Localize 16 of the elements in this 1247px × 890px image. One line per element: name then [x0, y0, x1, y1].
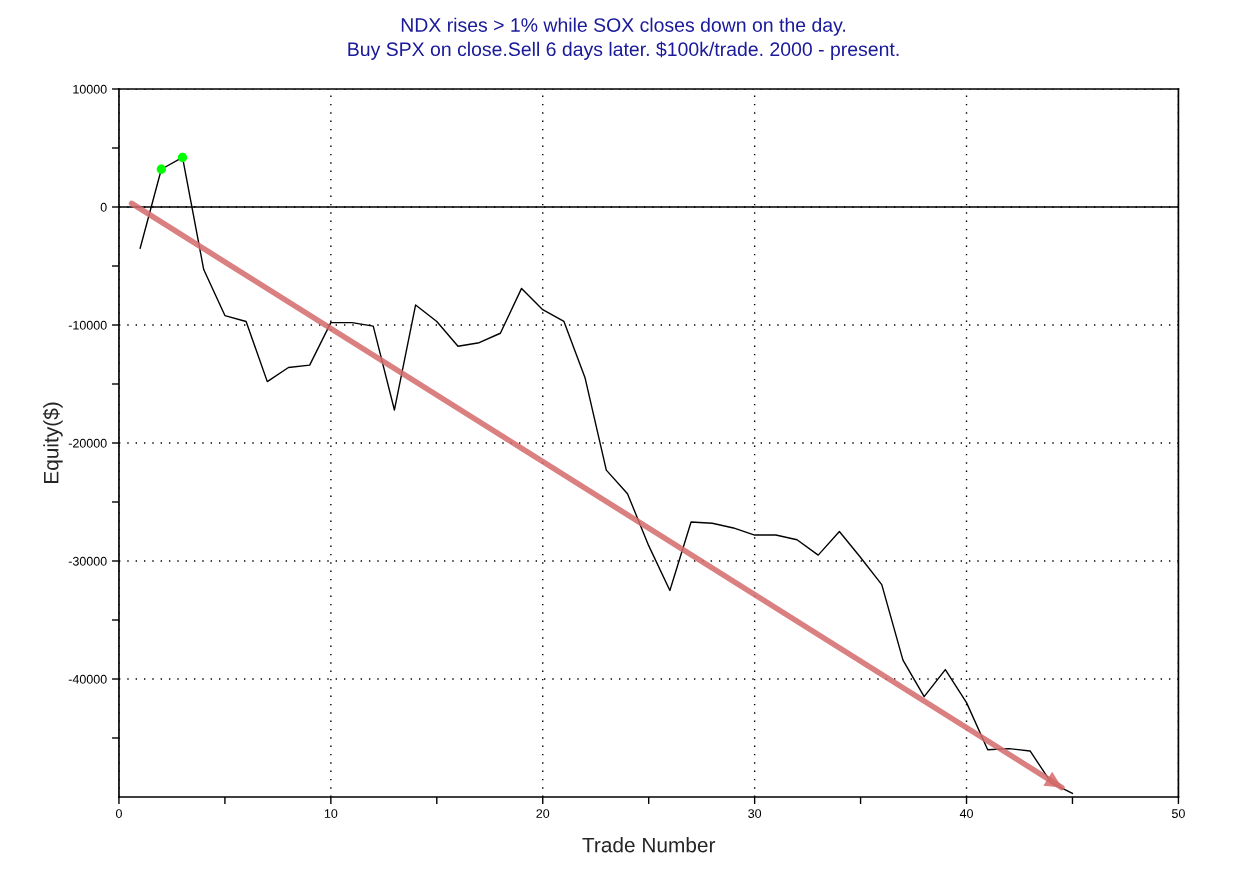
y-tick-label: -40000	[68, 674, 107, 684]
x-axis-title: Trade Number	[582, 837, 716, 853]
y-tick-label: -20000	[68, 438, 107, 448]
y-tick-label: -10000	[68, 320, 107, 330]
x-tick-label: 20	[536, 809, 550, 818]
y-tick-label: -30000	[68, 556, 107, 566]
x-tick-label: 50	[1171, 809, 1185, 818]
x-tick-label: 40	[959, 809, 973, 818]
chart-title: NDX rises > 1% while SOX closes down on the day.	[401, 17, 845, 36]
y-tick-label: 0	[100, 202, 107, 212]
chart-subtitle: Buy SPX on close.Sell 6 days later. $100k/trade. 2000 - present.	[348, 41, 899, 60]
x-tick-label: 10	[324, 809, 338, 818]
y-tick-label: 10000	[73, 84, 107, 94]
y-axis-title: Equity($)	[42, 402, 63, 483]
x-tick-label: 30	[748, 809, 762, 818]
x-tick-label: 0	[115, 809, 122, 818]
